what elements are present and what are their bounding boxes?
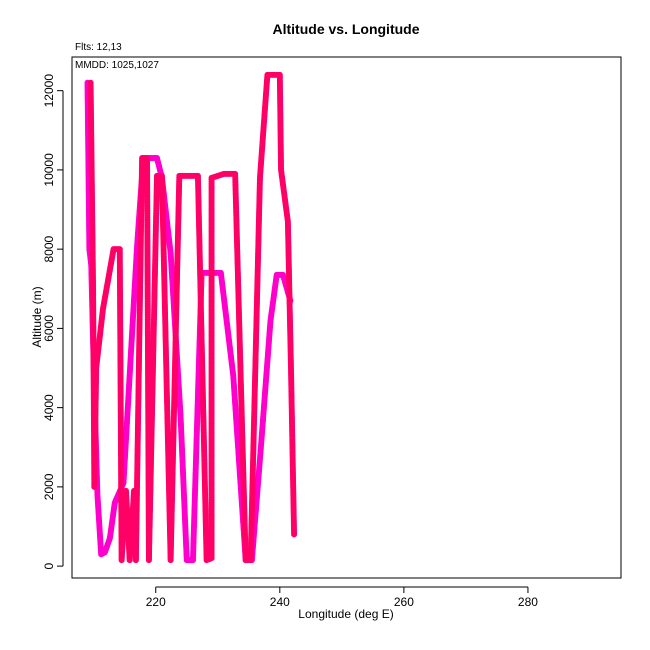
y-tick-label: 0 [42,562,56,569]
y-tick-label: 4000 [42,394,56,421]
plot-area [84,71,298,564]
y-tick-label: 8000 [42,235,56,262]
x-tick-label: 260 [394,595,414,609]
plot-frame [71,56,622,579]
x-tick-label: 240 [270,595,290,609]
data-point [291,531,298,538]
y-axis: 0 2000 4000 6000 8000 10000 12000 [42,74,64,569]
series-1 [87,71,298,564]
x-tick-label: 220 [146,595,166,609]
x-tick-label: 280 [518,595,538,609]
y-axis-title: Altitude (m) [30,286,44,347]
flights-annotation: Flts: 12,13 [75,42,122,53]
y-tick-label: 10000 [42,153,56,187]
y-tick-label: 6000 [42,315,56,342]
y-tick-label: 2000 [42,473,56,500]
x-axis: 220 240 260 280 [146,586,538,609]
chart-title: Altitude vs. Longitude [273,21,420,37]
dates-annotation: MMDD: 1025,1027 [75,60,159,71]
y-tick-label: 12000 [42,74,56,108]
x-axis-title: Longitude (deg E) [298,607,393,621]
